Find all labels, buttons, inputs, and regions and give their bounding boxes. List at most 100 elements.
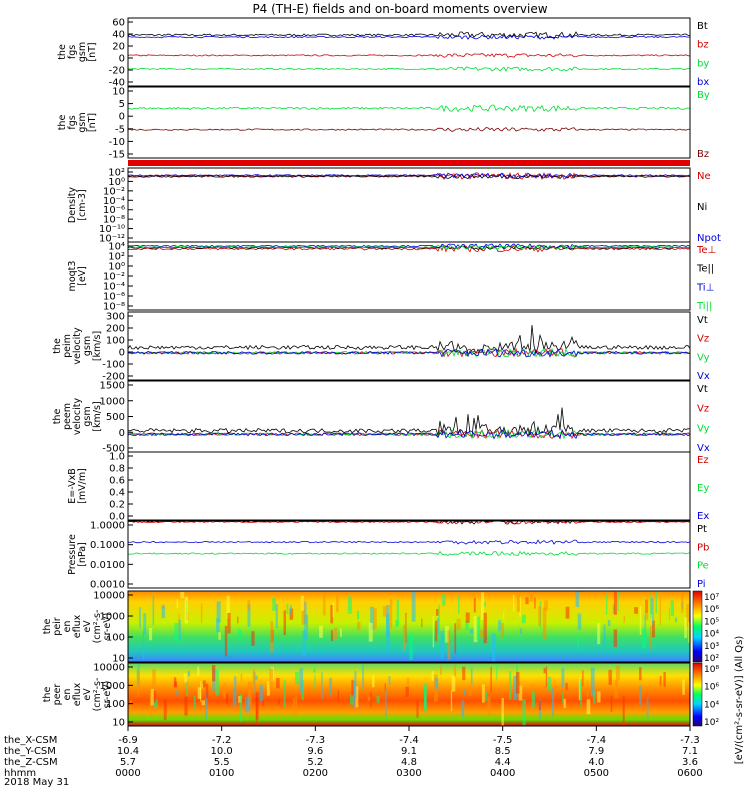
ephemeris-value: -7.5 [493,735,513,746]
ephemeris-value: 0500 [584,768,609,779]
spectrogram-streak [465,612,470,623]
series-line-Pi [127,539,691,545]
y-tick-label: 0 [119,348,125,359]
spectrogram-streak [247,599,251,611]
spectrogram-streak [255,675,258,681]
ephemeris-value: 7.9 [588,746,604,757]
spectrogram-streak [610,695,613,713]
legend-entry: Bz [697,149,709,160]
legend-entry: Vx [697,371,710,382]
spectrogram-streak [473,597,476,613]
ephemeris-value: 8.5 [495,746,511,757]
spectrogram-streak [577,632,579,650]
spectrogram-streak [313,668,316,673]
spectrogram-streak [545,666,548,687]
spectrogram-streak [577,613,582,630]
spectrogram-streak [465,620,469,631]
spectrogram-streak [561,668,565,688]
y-axis-label: the [42,619,53,635]
colorbar-label: 10⁶ [704,683,719,693]
ephemeris-value: 9.6 [307,746,323,757]
spectrogram-streak [372,675,375,688]
y-axis-label: [cm-3] [77,189,88,220]
spectrogram-streak [362,664,364,690]
spectrogram-streak [590,667,595,697]
spectrogram-streak [575,591,580,608]
spectrogram-streak [483,612,487,644]
y-tick-label: -10 [109,137,125,148]
spectrogram-streak [542,607,547,640]
y-axis-label: moqt3 [67,261,78,292]
spectrogram-streak [562,691,564,704]
series-line-Vt [127,324,691,355]
spectrogram-streak [247,681,252,708]
ephemeris-value: 9.1 [401,746,417,757]
spectrogram-streak [215,669,219,696]
y-axis-label: E=-VxB [67,468,78,503]
y-tick-label: 10000 [93,591,125,602]
ephemeris-row-label: hhmm [4,768,36,779]
spectrogram-streak [607,620,611,627]
spectrogram-streak [337,690,340,702]
spectrogram-streak [551,688,555,717]
spectrogram-streak [176,599,179,609]
y-axis-label: gsm [82,336,93,356]
y-axis-label: eflux [72,682,83,706]
spectrogram-streak [184,596,188,624]
legend-entry: Ti|| [696,301,712,312]
spectrogram-streak [340,628,342,637]
spectrogram-streak [283,610,286,636]
y-axis-label: sr-eV) [102,613,113,641]
spectrogram-streak [651,620,655,638]
spectrogram-streak [501,697,504,727]
spectrogram-streak [184,673,187,683]
spectrogram-streak [463,689,466,695]
y-tick-label: 10 [112,718,125,729]
spectrogram-streak [262,700,265,706]
spectrogram-streak [500,622,504,639]
spectrogram-streak [226,694,229,704]
spectrogram-streak [670,600,674,616]
ephemeris-value: 5.7 [120,757,136,768]
y-axis-label: (cm²-s- [92,678,103,712]
spectrogram-streak [251,631,255,646]
y-tick-label: 1500 [100,381,125,392]
spectrogram-streak [458,595,460,614]
y-axis-label: eV [82,620,93,633]
colorbar-label: 10² [704,718,719,728]
y-axis-label: the [52,409,63,425]
spectrogram-streak [582,670,584,687]
y-tick-label: 10⁻¹² [99,234,125,245]
spectrogram-streak [623,616,625,623]
spectrogram-streak [368,622,373,642]
ephemeris-value: -7.3 [306,735,326,746]
spectrogram-streak [521,614,526,624]
spectrogram-streak [163,699,167,721]
spectrogram-streak [578,677,581,701]
spectrogram-streak [272,598,276,611]
spectrogram-streak [382,606,387,617]
ephemeris-value: -7.4 [587,735,607,746]
series-line-Bt [127,31,691,39]
legend-entry: Vx [697,443,710,454]
ephemeris-value: 0100 [209,768,234,779]
legend-entry: Vz [697,404,709,415]
y-tick-label: 100 [106,699,125,710]
y-tick-label: 5 [119,99,125,110]
spectrogram-streak [354,686,359,708]
series-line-Ti⊥ [127,243,691,249]
y-tick-label: 10⁻² [103,186,125,197]
spectrogram-streak [416,700,419,718]
spectrogram-streak [472,592,475,597]
y-tick-label: 10000 [93,663,125,674]
y-tick-label: 0.8 [109,464,125,475]
spectrogram-streak [650,597,654,625]
y-tick-label: 10⁻⁶ [103,205,125,216]
spectrogram-streak [376,695,380,703]
spectrogram-streak [303,601,307,624]
spectrogram-streak [300,595,305,611]
legend-entry: By [697,90,710,101]
spectrogram-streak [613,629,618,648]
